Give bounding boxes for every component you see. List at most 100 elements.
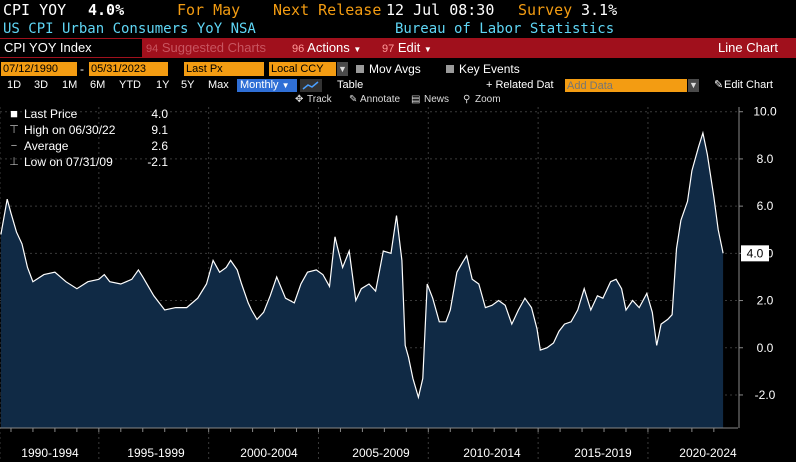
- last-value-tag: 4.0: [741, 245, 769, 262]
- legend-high: ⊤ High on 06/30/22 9.1: [8, 122, 183, 138]
- key-events-checkbox[interactable]: [446, 65, 454, 73]
- period-1y[interactable]: 1Y: [156, 79, 170, 91]
- actions-num: 96: [292, 43, 305, 55]
- zoom-icon: ⚲: [463, 94, 471, 105]
- end-date-input[interactable]: 05/31/2023: [89, 62, 168, 76]
- legend-low-value: -2.1: [147, 155, 168, 169]
- line-chart-icon[interactable]: [300, 79, 322, 92]
- security-field-text: CPI YOY Index: [4, 40, 92, 55]
- y-tick-label: -2.0: [755, 388, 776, 402]
- x-tick-label: 2020-2024: [679, 446, 737, 460]
- start-date-input[interactable]: 07/12/1990: [1, 62, 77, 76]
- related-data-button[interactable]: + Related Dat: [486, 79, 554, 91]
- y-tick-label: 8.0: [757, 152, 774, 166]
- legend-last-label: Last Price: [24, 107, 78, 121]
- last-value-tag-text: 4.0: [747, 246, 764, 260]
- period-1d[interactable]: 1D: [7, 79, 22, 91]
- x-tick-label: 2015-2019: [574, 446, 632, 460]
- legend-last-value: 4.0: [151, 107, 168, 121]
- crosshair-icon: ✥: [295, 94, 304, 105]
- news-icon: ▤: [411, 94, 421, 105]
- key-events-label: Key Events: [459, 62, 520, 76]
- x-tick-label: 2005-2009: [352, 446, 410, 460]
- security-header: CPI YOY 4.0% For May Next Release 12 Jul…: [0, 0, 796, 20]
- frequency-select[interactable]: Monthly ▼: [237, 79, 297, 92]
- suggested-label: Suggested Charts: [161, 40, 266, 55]
- range-dash: -: [80, 62, 84, 76]
- mov-avgs-checkbox[interactable]: [356, 65, 364, 73]
- period-3d[interactable]: 3D: [34, 79, 49, 91]
- chart-toolbar: CPI YOY Index 94 Suggested Charts 96 Act…: [0, 38, 796, 58]
- add-data-input[interactable]: [565, 79, 687, 92]
- chevron-down-icon: ▼: [353, 45, 362, 54]
- chart-type-label: Line Chart: [718, 40, 778, 55]
- current-value: 4.0%: [88, 1, 125, 19]
- chevron-down-icon[interactable]: ▼: [688, 79, 699, 92]
- track-tool[interactable]: Track: [307, 94, 332, 105]
- survey-value: 3.1%: [581, 1, 618, 19]
- average-marker-icon: −: [10, 140, 18, 152]
- suggested-charts-button[interactable]: 94 Suggested Charts: [146, 38, 266, 59]
- mov-avgs-label: Mov Avgs: [369, 62, 421, 76]
- period-1m[interactable]: 1M: [62, 79, 78, 91]
- chevron-down-icon[interactable]: ▼: [337, 62, 348, 76]
- period-max[interactable]: Max: [208, 79, 229, 91]
- y-tick-label: 6.0: [757, 199, 774, 213]
- low-marker-icon: ⊥: [9, 156, 19, 168]
- zoom-tool[interactable]: Zoom: [475, 94, 501, 105]
- y-tick-label: 0.0: [757, 341, 774, 355]
- edit-label: Edit: [397, 40, 421, 55]
- edit-menu[interactable]: 97 Edit ▼: [382, 38, 432, 60]
- actions-menu[interactable]: 96 Actions ▼: [292, 38, 361, 60]
- legend-low: ⊥ Low on 07/31/09 -2.1: [8, 154, 183, 170]
- legend-low-label: Low on 07/31/09: [24, 155, 113, 169]
- survey-label: Survey: [518, 1, 573, 19]
- chart-legend: ■ Last Price 4.0 ⊤ High on 06/30/22 9.1 …: [8, 106, 183, 170]
- square-icon: ■: [10, 106, 18, 121]
- y-tick-label: 2.0: [757, 294, 774, 308]
- x-tick-label: 2010-2014: [463, 446, 521, 460]
- next-release-value: 12 Jul 08:30: [386, 1, 495, 19]
- ticker-label: CPI YOY: [3, 1, 67, 19]
- x-axis: [0, 427, 738, 432]
- legend-high-value: 9.1: [151, 123, 168, 137]
- next-release-label: Next Release: [273, 1, 382, 19]
- period-6m[interactable]: 6M: [90, 79, 106, 91]
- news-tool[interactable]: News: [424, 94, 450, 105]
- frequency-label: Monthly: [240, 79, 279, 91]
- y-tick-label: 10.0: [753, 105, 777, 119]
- x-tick-label: 1995-1999: [127, 446, 185, 460]
- edit-chart-button[interactable]: Edit Chart: [724, 79, 773, 91]
- series-area: [0, 133, 724, 428]
- period-5y[interactable]: 5Y: [181, 79, 195, 91]
- edit-num: 97: [382, 43, 395, 55]
- legend-avg-value: 2.6: [151, 139, 168, 153]
- field-select[interactable]: Last Px: [184, 62, 264, 76]
- legend-high-label: High on 06/30/22: [24, 123, 116, 137]
- x-tick-label: 1990-1994: [21, 446, 79, 460]
- period-ytd[interactable]: YTD: [119, 79, 141, 91]
- last-value-tag-bg: [741, 245, 769, 262]
- currency-select[interactable]: Local CCY: [269, 62, 336, 76]
- annotate-tool[interactable]: Annotate: [360, 94, 401, 105]
- actions-label: Actions: [307, 40, 350, 55]
- series-line: [0, 130, 724, 400]
- security-description-row: US CPI Urban Consumers YoY NSA Bureau of…: [0, 20, 796, 38]
- chart-tools: ✥ Track ✎ Annotate ▤ News ⚲ Zoom: [0, 93, 796, 107]
- period-controls: 1D 3D 1M 6M YTD 1Y 5Y Max Monthly ▼ Tabl…: [0, 78, 796, 93]
- high-marker-icon: ⊤: [9, 124, 19, 136]
- pencil-icon: ✎: [349, 94, 358, 105]
- y-axis: 10.0 8.0 6.0 4.0 2.0 0.0 -2.0: [738, 105, 777, 428]
- chevron-down-icon: ▼: [423, 45, 432, 54]
- legend-avg-label: Average: [24, 139, 69, 153]
- legend-average: − Average 2.6: [8, 138, 183, 154]
- range-controls: 07/12/1990 - 05/31/2023 Last Px Local CC…: [0, 60, 796, 78]
- data-source: Bureau of Labor Statistics: [395, 21, 615, 37]
- chevron-down-icon: ▼: [281, 81, 290, 90]
- period-label: For May: [177, 1, 241, 19]
- table-button[interactable]: Table: [337, 79, 364, 91]
- security-field[interactable]: CPI YOY Index: [0, 39, 142, 57]
- security-description: US CPI Urban Consumers YoY NSA: [3, 21, 256, 37]
- legend-last-price: ■ Last Price 4.0: [8, 106, 183, 122]
